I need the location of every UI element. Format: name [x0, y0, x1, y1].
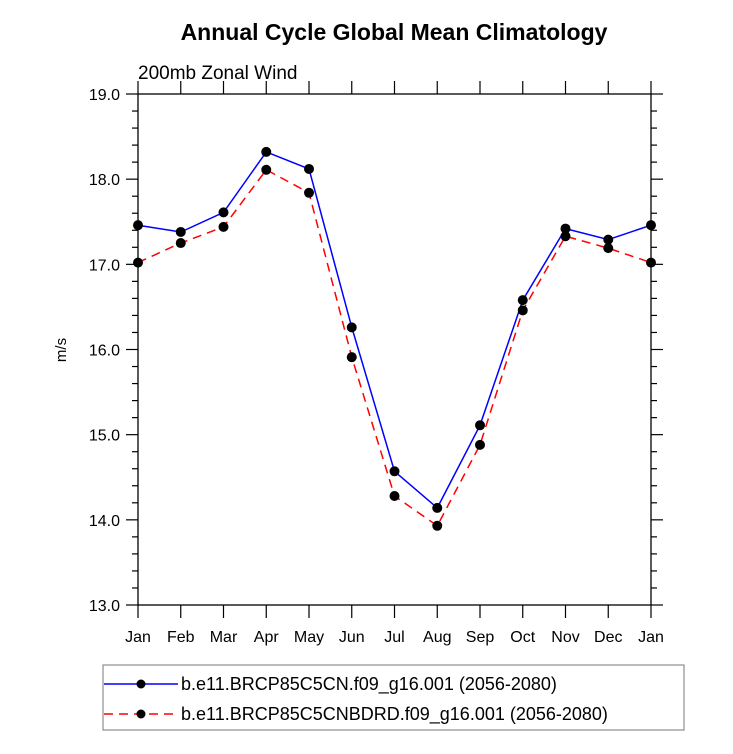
data-point: [432, 520, 443, 531]
x-tick-label: Oct: [510, 629, 535, 646]
y-tick-label: 15.0: [89, 428, 120, 445]
data-point: [218, 207, 229, 218]
data-point: [517, 295, 528, 306]
legend: b.e11.BRCP85C5CN.f09_g16.001 (2056-2080)…: [102, 664, 685, 731]
legend-label: b.e11.BRCP85C5CNBDRD.f09_g16.001 (2056-2…: [181, 704, 608, 725]
y-axis-label: m/s: [53, 338, 70, 362]
series-layer: [133, 146, 656, 531]
x-tick-label: Jan: [638, 629, 664, 646]
legend-marker: [136, 709, 146, 719]
y-tick-label: 16.0: [89, 343, 120, 360]
legend-label: b.e11.BRCP85C5CN.f09_g16.001 (2056-2080): [181, 674, 557, 695]
y-tick-label: 19.0: [89, 87, 120, 104]
x-tick-label: Jul: [384, 629, 404, 646]
y-tick-label: 18.0: [89, 172, 120, 189]
legend-item: b.e11.BRCP85C5CN.f09_g16.001 (2056-2080): [104, 674, 557, 695]
series-1: [133, 146, 656, 513]
data-point: [517, 305, 528, 316]
data-point: [175, 238, 186, 249]
y-tick-label: 17.0: [89, 257, 120, 274]
data-point: [175, 226, 186, 237]
x-tick-label: Feb: [167, 629, 195, 646]
data-point: [133, 220, 143, 231]
y-tick-label: 13.0: [89, 598, 120, 615]
plot-frame: [137, 93, 652, 606]
x-tick-label: Sep: [466, 629, 495, 646]
x-tick-label: Aug: [423, 629, 451, 646]
data-point: [304, 163, 314, 174]
legend-item: b.e11.BRCP85C5CNBDRD.f09_g16.001 (2056-2…: [104, 704, 608, 725]
x-tick-label: Jun: [339, 629, 365, 646]
y-tick-label: 14.0: [89, 513, 120, 530]
chart-title: Annual Cycle Global Mean Climatology: [181, 19, 608, 45]
data-point: [218, 221, 229, 232]
series-2: [133, 164, 656, 531]
data-point: [646, 257, 656, 268]
legend-marker: [136, 679, 146, 689]
x-axis-ticks: Jan Feb Mar Apr May Jun Jul Aug Sep Oct Nov Dec Jan: [125, 81, 664, 646]
y-axis-ticks: 13.0 14.0 15.0 16.0 17.0 18.0 19.0: [89, 87, 663, 615]
x-tick-label: Mar: [210, 629, 238, 646]
data-point: [560, 231, 571, 242]
x-tick-label: Nov: [551, 629, 579, 646]
data-point: [389, 490, 400, 501]
data-point: [304, 187, 314, 198]
data-point: [261, 146, 272, 157]
x-tick-label: Dec: [594, 629, 622, 646]
data-point: [346, 322, 357, 333]
data-point: [432, 502, 443, 513]
plot-border: [137, 93, 652, 606]
data-point: [389, 466, 400, 477]
data-point: [603, 234, 614, 245]
data-point: [475, 420, 485, 431]
x-tick-label: Apr: [254, 629, 280, 646]
x-tick-label: Jan: [125, 629, 151, 646]
data-point: [346, 352, 357, 363]
legend-box: [102, 664, 685, 731]
chart-subtitle: 200mb Zonal Wind: [138, 63, 297, 84]
series-line: [137, 150, 652, 510]
x-tick-label: May: [294, 629, 324, 646]
data-point: [133, 257, 143, 268]
data-point: [603, 243, 614, 254]
data-point: [261, 164, 272, 175]
data-point: [646, 220, 656, 231]
data-point: [475, 439, 485, 450]
data-point: [560, 223, 571, 234]
